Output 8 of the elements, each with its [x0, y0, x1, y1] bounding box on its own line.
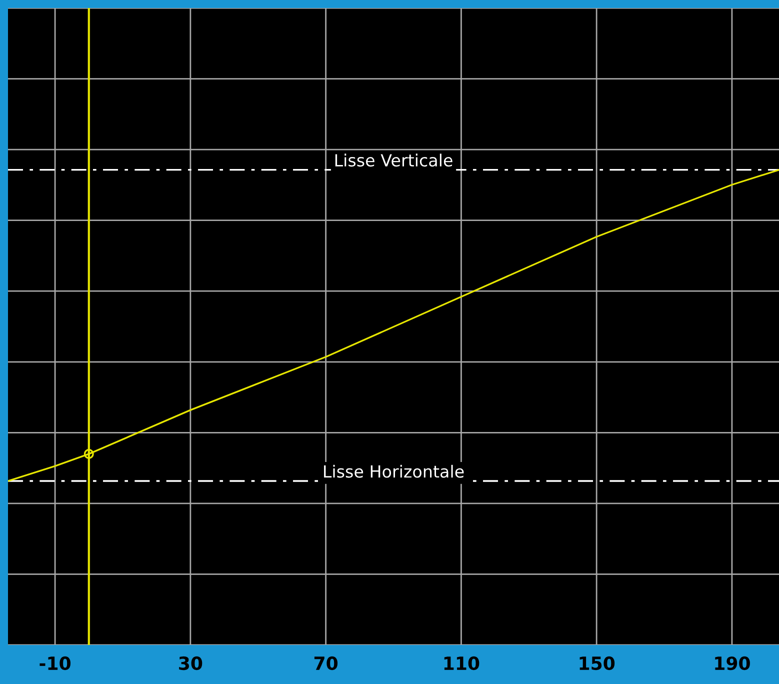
- x-tick-label: 150: [580, 656, 615, 670]
- x-tick-label: -10: [40, 656, 70, 670]
- ref-line-label: Lisse Horizontale: [324, 464, 464, 478]
- ref-line-label: Lisse Verticale: [335, 154, 452, 167]
- x-tick-label: 70: [314, 656, 338, 670]
- x-tick-label: 30: [179, 656, 202, 670]
- x-tick-label: 110: [444, 656, 480, 670]
- x-tick-label: 190: [715, 656, 750, 670]
